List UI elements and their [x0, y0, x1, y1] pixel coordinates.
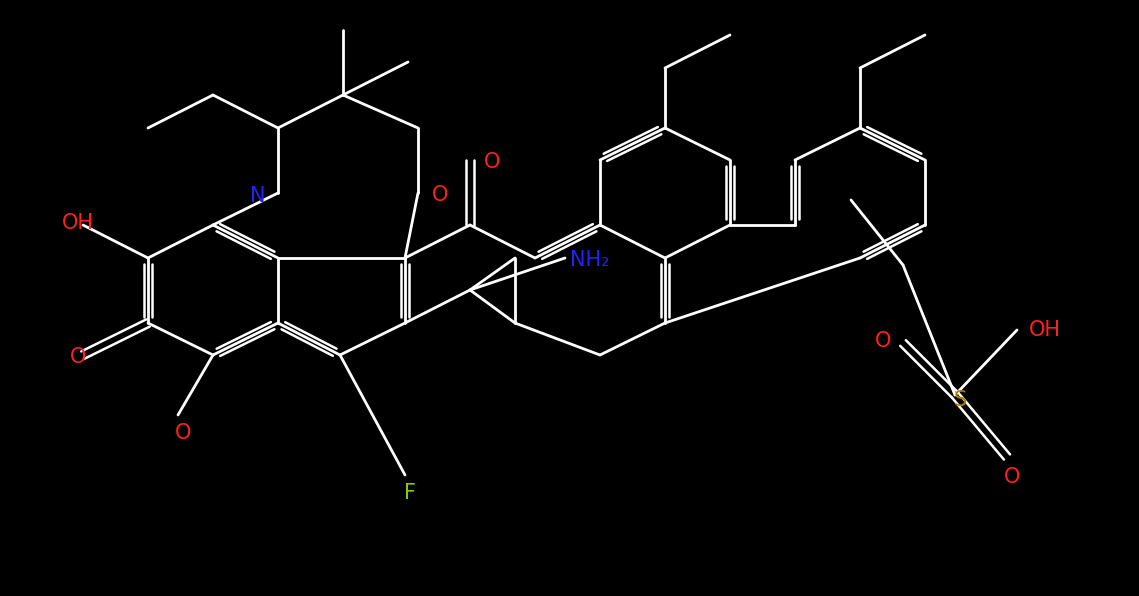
Text: O: O — [484, 152, 500, 172]
Text: O: O — [432, 185, 448, 205]
Text: N: N — [251, 186, 265, 206]
Text: OH: OH — [62, 213, 95, 233]
Text: S: S — [953, 390, 967, 410]
Text: O: O — [174, 423, 191, 443]
Text: O: O — [1003, 467, 1021, 487]
Text: O: O — [875, 331, 891, 351]
Text: F: F — [404, 483, 416, 503]
Text: NH₂: NH₂ — [571, 250, 609, 270]
Text: OH: OH — [1029, 320, 1062, 340]
Text: O: O — [69, 347, 87, 367]
